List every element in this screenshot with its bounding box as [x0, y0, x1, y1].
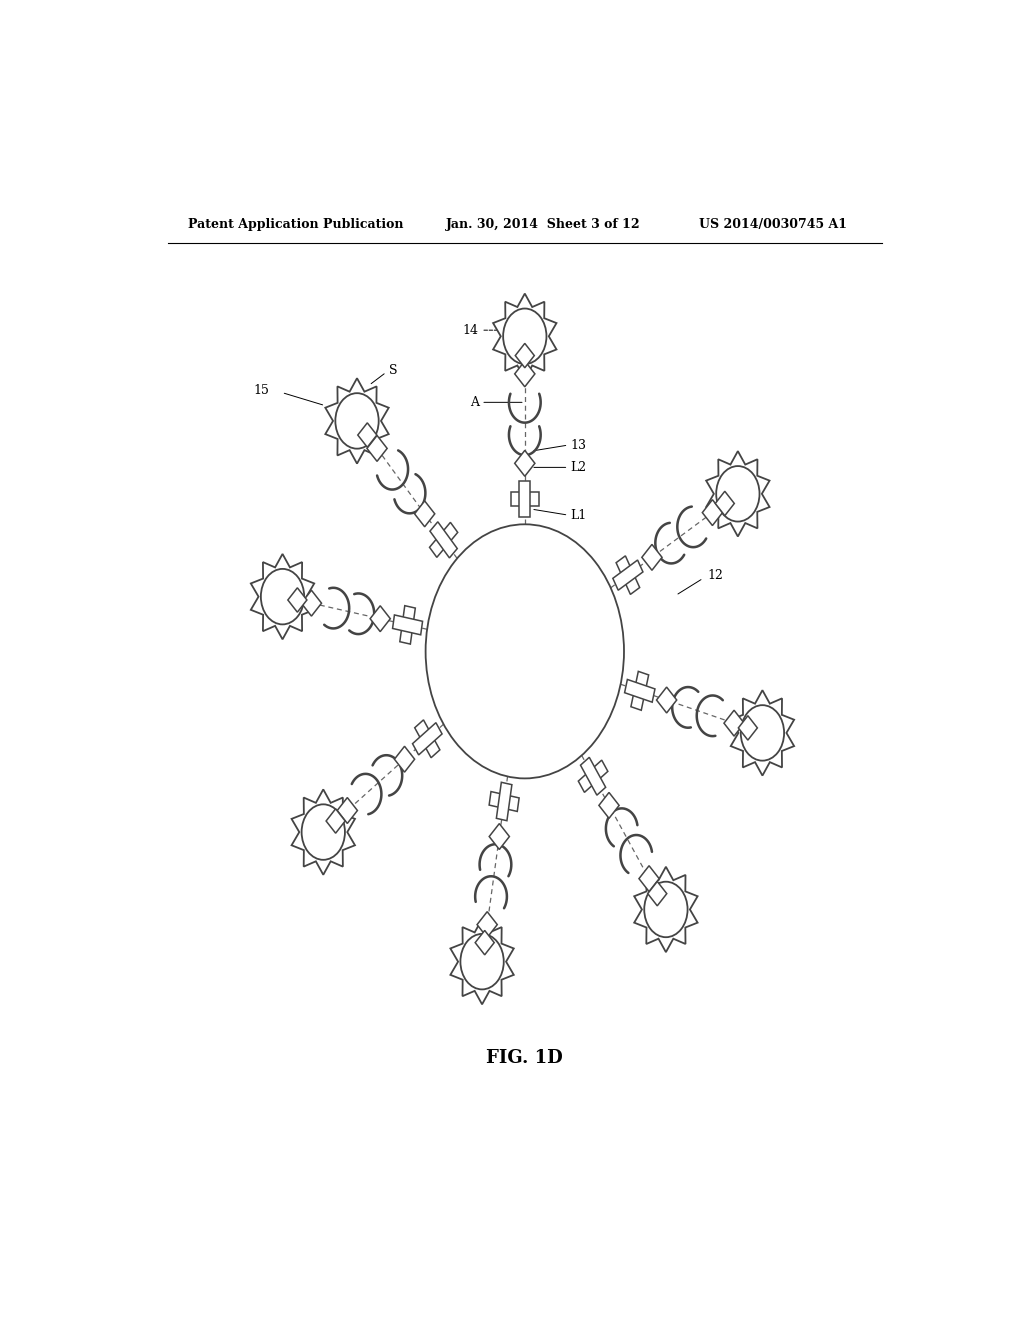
Polygon shape — [326, 379, 389, 463]
Polygon shape — [337, 797, 357, 824]
Circle shape — [644, 882, 687, 937]
Polygon shape — [648, 882, 667, 906]
Polygon shape — [511, 492, 539, 506]
Polygon shape — [515, 360, 535, 387]
Polygon shape — [394, 746, 415, 772]
Circle shape — [261, 569, 304, 624]
Polygon shape — [716, 491, 734, 516]
Polygon shape — [634, 867, 697, 952]
Text: 15: 15 — [254, 384, 269, 397]
Polygon shape — [357, 422, 377, 447]
Polygon shape — [642, 544, 663, 570]
Circle shape — [740, 705, 784, 760]
Polygon shape — [515, 343, 535, 368]
Circle shape — [302, 804, 345, 859]
Polygon shape — [326, 809, 345, 833]
Polygon shape — [430, 521, 458, 558]
Polygon shape — [451, 919, 514, 1005]
Text: 14: 14 — [463, 323, 479, 337]
Polygon shape — [494, 293, 556, 379]
Polygon shape — [415, 719, 440, 758]
Polygon shape — [631, 672, 648, 710]
Polygon shape — [429, 523, 458, 557]
Polygon shape — [392, 615, 423, 635]
Circle shape — [426, 524, 624, 779]
Circle shape — [335, 393, 379, 449]
Polygon shape — [581, 758, 605, 795]
Polygon shape — [477, 912, 498, 937]
Polygon shape — [724, 710, 744, 737]
Polygon shape — [738, 715, 758, 741]
Text: 13: 13 — [570, 438, 586, 451]
Text: US 2014/0030745 A1: US 2014/0030745 A1 — [699, 218, 848, 231]
Text: S: S — [389, 363, 397, 376]
Polygon shape — [612, 560, 643, 590]
Text: L2: L2 — [570, 461, 586, 474]
Polygon shape — [639, 866, 659, 891]
Polygon shape — [579, 760, 608, 792]
Polygon shape — [731, 690, 795, 776]
Polygon shape — [251, 554, 314, 639]
Polygon shape — [301, 590, 322, 616]
Polygon shape — [288, 587, 307, 612]
Text: Patent Application Publication: Patent Application Publication — [187, 218, 403, 231]
Polygon shape — [616, 556, 640, 594]
Polygon shape — [702, 500, 723, 525]
Polygon shape — [413, 722, 442, 755]
Polygon shape — [292, 789, 355, 875]
Text: L1: L1 — [570, 508, 587, 521]
Polygon shape — [625, 680, 655, 702]
Text: 12: 12 — [708, 569, 723, 582]
Text: Jan. 30, 2014  Sheet 3 of 12: Jan. 30, 2014 Sheet 3 of 12 — [445, 218, 640, 231]
Circle shape — [503, 309, 547, 364]
Polygon shape — [599, 792, 620, 818]
Polygon shape — [519, 480, 530, 517]
Circle shape — [461, 935, 504, 990]
Polygon shape — [497, 783, 512, 821]
Circle shape — [716, 466, 760, 521]
Polygon shape — [707, 451, 770, 536]
Polygon shape — [489, 824, 509, 850]
Text: A: A — [470, 396, 479, 409]
Polygon shape — [515, 450, 535, 477]
Polygon shape — [475, 931, 495, 954]
Polygon shape — [415, 500, 435, 527]
Polygon shape — [370, 606, 390, 632]
Polygon shape — [367, 436, 387, 462]
Polygon shape — [399, 606, 416, 644]
Polygon shape — [656, 688, 677, 713]
Text: FIG. 1D: FIG. 1D — [486, 1049, 563, 1067]
Polygon shape — [489, 792, 519, 812]
